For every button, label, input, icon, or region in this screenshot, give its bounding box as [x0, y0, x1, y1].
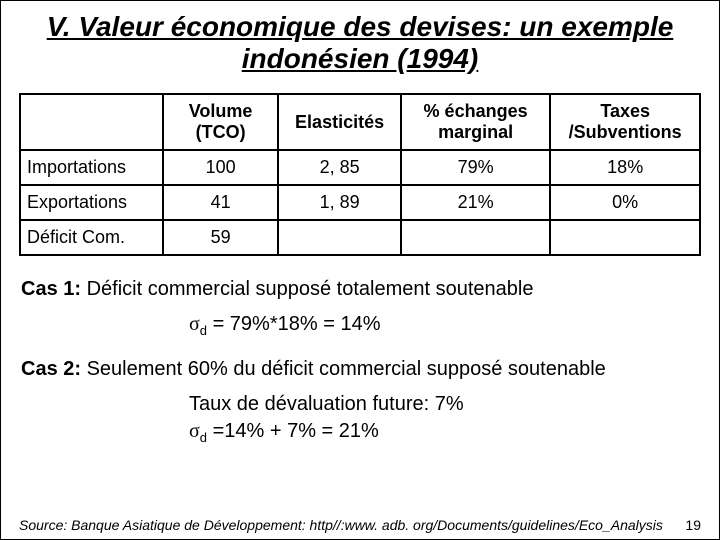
table-header-row: Volume (TCO) Elasticités % échanges marg…	[20, 94, 700, 150]
table-row: Déficit Com. 59	[20, 220, 700, 255]
cell-vol: 59	[163, 220, 279, 255]
formula-2-line2: =14% + 7% = 21%	[207, 420, 379, 442]
cell-elas: 1, 89	[278, 185, 400, 220]
case-2-text: Seulement 60% du déficit commercial supp…	[81, 358, 606, 380]
page-number: 19	[685, 517, 701, 533]
case-2-label: Cas 2:	[21, 358, 81, 380]
cell-pct	[401, 220, 551, 255]
row-label: Déficit Com.	[20, 220, 163, 255]
col-header-volume-l2: (TCO)	[168, 122, 274, 143]
cell-elas	[278, 220, 400, 255]
col-header-volume: Volume (TCO)	[163, 94, 279, 150]
col-header-echanges: % échanges marginal	[401, 94, 551, 150]
cell-vol: 41	[163, 185, 279, 220]
col-header-echanges-l1: % échanges	[406, 101, 546, 122]
case-1: Cas 1: Déficit commercial supposé totale…	[21, 278, 701, 301]
slide-title: V. Valeur économique des devises: un exe…	[19, 11, 701, 75]
sigma-sub: d	[200, 323, 207, 338]
col-header-taxes-l1: Taxes	[555, 101, 695, 122]
cell-vol: 100	[163, 150, 279, 185]
sigma-icon: σ	[189, 313, 200, 335]
source-citation: Source: Banque Asiatique de Développemen…	[19, 517, 701, 533]
col-header-taxes-l2: /Subventions	[555, 122, 695, 143]
cell-pct: 21%	[401, 185, 551, 220]
formula-1: σd = 79%*18% = 14%	[189, 311, 701, 340]
formula-2-line1: Taux de dévaluation future: 7%	[189, 393, 464, 415]
col-header-empty	[20, 94, 163, 150]
slide: V. Valeur économique des devises: un exe…	[0, 0, 720, 540]
case-2: Cas 2: Seulement 60% du déficit commerci…	[21, 358, 701, 381]
cell-tax	[550, 220, 700, 255]
col-header-volume-l1: Volume	[168, 101, 274, 122]
table-row: Exportations 41 1, 89 21% 0%	[20, 185, 700, 220]
col-header-elasticites: Elasticités	[278, 94, 400, 150]
table-row: Importations 100 2, 85 79% 18%	[20, 150, 700, 185]
sigma-sub: d	[200, 430, 207, 445]
sigma-icon: σ	[189, 420, 200, 442]
case-1-label: Cas 1:	[21, 278, 81, 300]
cell-tax: 18%	[550, 150, 700, 185]
cell-tax: 0%	[550, 185, 700, 220]
col-header-echanges-l2: marginal	[406, 122, 546, 143]
formula-2: Taux de dévaluation future: 7% σd =14% +…	[189, 391, 701, 447]
cell-elas: 2, 85	[278, 150, 400, 185]
row-label: Importations	[20, 150, 163, 185]
cell-pct: 79%	[401, 150, 551, 185]
row-label: Exportations	[20, 185, 163, 220]
data-table: Volume (TCO) Elasticités % échanges marg…	[19, 93, 701, 256]
col-header-taxes: Taxes /Subventions	[550, 94, 700, 150]
case-1-text: Déficit commercial supposé totalement so…	[81, 278, 533, 300]
formula-1-text: = 79%*18% = 14%	[207, 313, 380, 335]
